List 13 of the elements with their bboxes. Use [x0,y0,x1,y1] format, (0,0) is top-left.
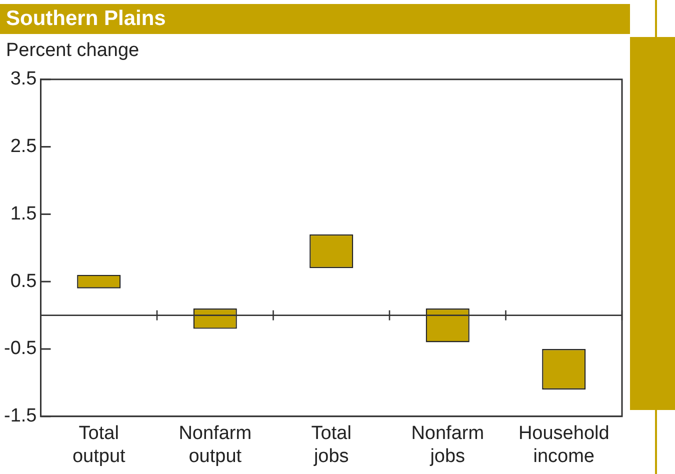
y-tick-label: -1.5 [4,406,37,427]
y-tick-label: 0.5 [10,270,37,292]
y-axis-title: Percent change [6,40,140,62]
x-tick-label: Nonfarm output [178,423,252,467]
x-tick-label: Total output [72,423,126,467]
x-tick-label: Household income [518,423,610,467]
y-tick-label: 3.5 [10,68,37,90]
x-tick-label: Nonfarm jobs [411,423,484,467]
y-tick-label: 2.5 [10,136,37,158]
y-tick-label: -0.5 [4,338,37,360]
chart-title: Southern Plains [0,4,630,34]
x-tick-label: Total jobs [311,423,352,467]
y-tick-label: 1.5 [10,203,37,224]
